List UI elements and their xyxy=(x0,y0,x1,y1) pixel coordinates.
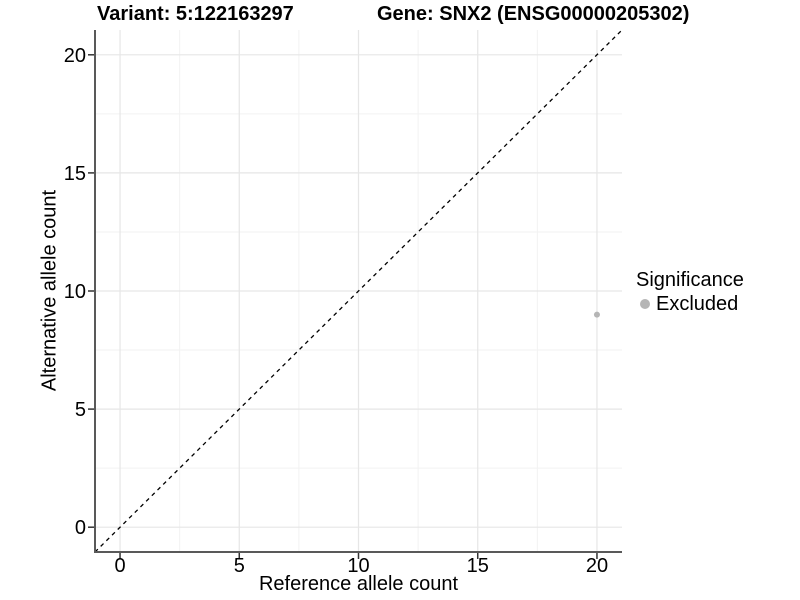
x-tick-label: 15 xyxy=(467,555,489,577)
legend-item-excluded: Excluded xyxy=(636,293,744,315)
identity-line xyxy=(94,29,623,553)
variant-title: Variant: 5:122163297 xyxy=(97,3,294,25)
legend-item-label: Excluded xyxy=(656,293,739,315)
legend: Significance Excluded xyxy=(636,268,744,315)
legend-title: Significance xyxy=(636,269,744,291)
x-axis-title: Reference allele count xyxy=(258,573,458,595)
y-tick-label: 10 xyxy=(64,281,86,303)
gene-title: Gene: SNX2 (ENSG00000205302) xyxy=(377,3,690,25)
y-tick-label: 20 xyxy=(64,45,86,67)
y-axis-title: Alternative allele count xyxy=(38,189,61,392)
x-tick-label: 10 xyxy=(347,555,369,577)
y-tick-label: 15 xyxy=(64,163,86,185)
x-tick-label: 5 xyxy=(234,555,245,577)
legend-point-icon xyxy=(640,299,650,309)
x-tick-label: 20 xyxy=(586,555,608,577)
y-tick-label: 0 xyxy=(75,517,86,539)
y-tick-label: 5 xyxy=(75,399,86,421)
x-tick-label: 0 xyxy=(114,555,125,577)
data-point xyxy=(593,311,600,318)
